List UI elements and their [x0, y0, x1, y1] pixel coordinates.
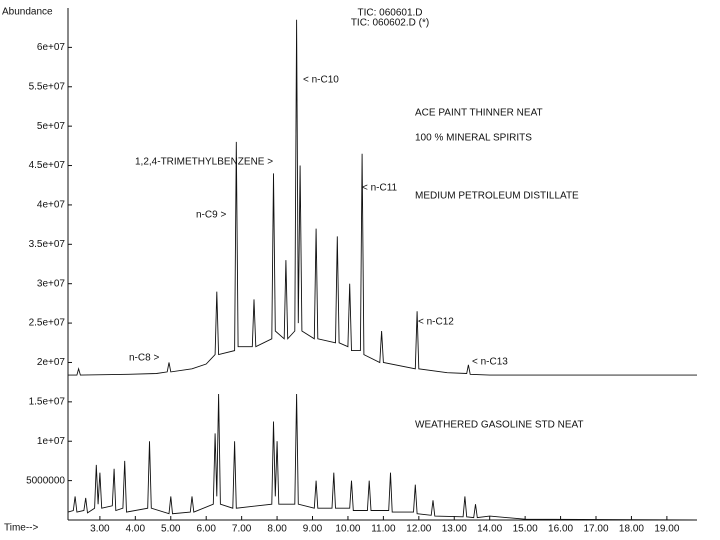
y-tick-label: 5000000 [26, 475, 65, 486]
x-tick-label: 19.00 [654, 524, 679, 535]
y-tick-label: 6e+07 [37, 42, 66, 53]
x-tick-label: 4.00 [126, 524, 146, 535]
x-tick-label: 15.00 [513, 524, 538, 535]
x-tick-label: 14.00 [477, 524, 502, 535]
annotation: n-C9 > [196, 210, 226, 221]
legend-entry: TIC: 060602.D (*) [351, 18, 429, 29]
y-axis-label: Abundance [2, 7, 53, 18]
annotation: < n-C11 [362, 183, 398, 194]
y-tick-label: 5e+07 [37, 121, 66, 132]
annotation: MEDIUM PETROLEUM DISTILLATE [415, 191, 579, 202]
annotation: < n-C13 [472, 357, 508, 368]
y-tick-label: 2e+07 [37, 357, 66, 368]
annotation: n-C8 > [129, 353, 159, 364]
y-tick-label: 3e+07 [37, 278, 66, 289]
x-axis-label: Time--> [4, 523, 39, 534]
y-tick-label: 5.5e+07 [29, 81, 66, 92]
x-tick-label: 9.00 [303, 524, 323, 535]
y-tick-label: 1.5e+07 [29, 396, 66, 407]
annotation: WEATHERED GASOLINE STD NEAT [415, 420, 584, 431]
x-tick-label: 12.00 [406, 524, 431, 535]
x-tick-label: 16.00 [548, 524, 573, 535]
y-tick-label: 2.5e+07 [29, 318, 66, 329]
x-tick-label: 7.00 [232, 524, 252, 535]
x-tick-label: 8.00 [267, 524, 287, 535]
annotation: 100 % MINERAL SPIRITS [415, 133, 532, 144]
x-tick-label: 13.00 [442, 524, 467, 535]
x-tick-label: 18.00 [619, 524, 644, 535]
y-tick-label: 4.5e+07 [29, 160, 66, 171]
y-tick-label: 4e+07 [37, 200, 66, 211]
annotation: ACE PAINT THINNER NEAT [415, 108, 543, 119]
x-tick-label: 10.00 [335, 524, 360, 535]
trace [68, 19, 697, 376]
annotation: 1,2,4-TRIMETHYLBENZENE > [135, 157, 273, 168]
annotation: < n-C12 [418, 317, 454, 328]
x-tick-label: 6.00 [196, 524, 216, 535]
annotation: < n-C10 [303, 75, 339, 86]
x-tick-label: 3.00 [90, 524, 110, 535]
trace [67, 393, 698, 521]
x-tick-label: 5.00 [161, 524, 181, 535]
x-tick-label: 11.00 [371, 524, 396, 535]
y-tick-label: 1e+07 [37, 436, 66, 447]
y-tick-label: 3.5e+07 [29, 239, 66, 250]
x-tick-label: 17.00 [583, 524, 608, 535]
legend-entry: TIC: 060601.D [357, 8, 422, 19]
